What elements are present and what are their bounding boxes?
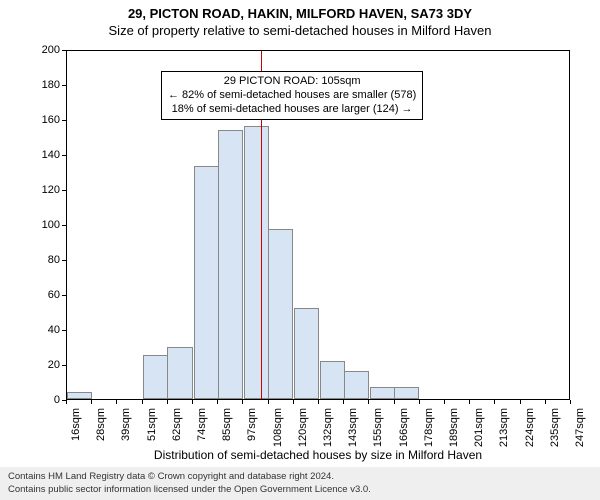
histogram-bar — [320, 361, 345, 400]
annotation-box: 29 PICTON ROAD: 105sqm← 82% of semi-deta… — [161, 71, 423, 120]
x-tick-label: 74sqm — [196, 408, 208, 468]
histogram-bar — [370, 387, 395, 399]
x-tick-label: 108sqm — [272, 408, 284, 468]
histogram-bar — [194, 166, 219, 399]
chart-title-main: 29, PICTON ROAD, HAKIN, MILFORD HAVEN, S… — [0, 6, 600, 21]
y-tick-mark — [62, 190, 66, 191]
y-tick-label: 200 — [20, 44, 60, 56]
x-tick-label: 155sqm — [372, 408, 384, 468]
x-tick-label: 39sqm — [120, 408, 132, 468]
y-tick-label: 60 — [20, 289, 60, 301]
x-tick-mark — [116, 400, 117, 404]
x-tick-mark — [520, 400, 521, 404]
x-tick-label: 235sqm — [549, 408, 561, 468]
y-tick-mark — [62, 120, 66, 121]
x-tick-label: 85sqm — [221, 408, 233, 468]
annotation-line2: ← 82% of semi-detached houses are smalle… — [168, 89, 416, 103]
histogram-bar — [67, 392, 92, 399]
plot-area: 29 PICTON ROAD: 105sqm← 82% of semi-deta… — [66, 50, 570, 400]
x-tick-mark — [469, 400, 470, 404]
x-tick-label: 97sqm — [246, 408, 258, 468]
y-tick-mark — [62, 260, 66, 261]
x-tick-label: 247sqm — [574, 408, 586, 468]
y-tick-mark — [62, 295, 66, 296]
histogram-bar — [244, 126, 269, 399]
x-tick-label: 224sqm — [524, 408, 536, 468]
footer-line-2: Contains public sector information licen… — [8, 484, 592, 496]
y-tick-mark — [62, 225, 66, 226]
y-tick-mark — [62, 50, 66, 51]
x-tick-mark — [91, 400, 92, 404]
x-tick-mark — [318, 400, 319, 404]
x-tick-mark — [394, 400, 395, 404]
y-tick-label: 160 — [20, 114, 60, 126]
x-tick-label: 132sqm — [322, 408, 334, 468]
y-tick-mark — [62, 85, 66, 86]
y-tick-label: 40 — [20, 324, 60, 336]
y-tick-label: 20 — [20, 359, 60, 371]
y-tick-label: 80 — [20, 254, 60, 266]
chart-title-sub: Size of property relative to semi-detach… — [0, 23, 600, 38]
x-tick-label: 62sqm — [171, 408, 183, 468]
y-tick-mark — [62, 155, 66, 156]
histogram-bar — [167, 347, 192, 400]
x-tick-mark — [494, 400, 495, 404]
x-tick-mark — [570, 400, 571, 404]
histogram-bar — [218, 130, 243, 400]
x-tick-label: 178sqm — [423, 408, 435, 468]
histogram-bar — [143, 355, 168, 399]
annotation-line1: 29 PICTON ROAD: 105sqm — [168, 75, 416, 89]
histogram-bar — [268, 229, 293, 399]
y-tick-label: 0 — [20, 394, 60, 406]
x-tick-mark — [444, 400, 445, 404]
x-tick-mark — [142, 400, 143, 404]
x-tick-mark — [368, 400, 369, 404]
footer-line-1: Contains HM Land Registry data © Crown c… — [8, 471, 592, 483]
y-tick-label: 180 — [20, 79, 60, 91]
annotation-line3: 18% of semi-detached houses are larger (… — [168, 103, 416, 117]
x-tick-mark — [268, 400, 269, 404]
histogram-bar — [394, 387, 419, 399]
x-tick-label: 213sqm — [498, 408, 510, 468]
histogram-bar — [344, 371, 369, 399]
histogram-bar — [294, 308, 319, 399]
footer-attribution: Contains HM Land Registry data © Crown c… — [0, 467, 600, 500]
y-tick-mark — [62, 365, 66, 366]
chart-container: Number of semi-detached properties 29 PI… — [0, 44, 600, 454]
x-tick-mark — [293, 400, 294, 404]
x-tick-label: 143sqm — [347, 408, 359, 468]
x-tick-mark — [192, 400, 193, 404]
x-tick-mark — [242, 400, 243, 404]
x-tick-label: 120sqm — [297, 408, 309, 468]
x-tick-label: 51sqm — [146, 408, 158, 468]
x-tick-mark — [167, 400, 168, 404]
x-tick-label: 16sqm — [70, 408, 82, 468]
x-tick-mark — [66, 400, 67, 404]
x-tick-label: 28sqm — [95, 408, 107, 468]
x-tick-label: 166sqm — [398, 408, 410, 468]
x-tick-mark — [217, 400, 218, 404]
x-axis-label: Distribution of semi-detached houses by … — [66, 448, 570, 462]
y-tick-mark — [62, 330, 66, 331]
x-tick-label: 201sqm — [473, 408, 485, 468]
x-tick-mark — [343, 400, 344, 404]
y-tick-label: 140 — [20, 149, 60, 161]
x-tick-mark — [545, 400, 546, 404]
x-tick-mark — [419, 400, 420, 404]
y-tick-label: 120 — [20, 184, 60, 196]
y-tick-label: 100 — [20, 219, 60, 231]
x-tick-label: 189sqm — [448, 408, 460, 468]
